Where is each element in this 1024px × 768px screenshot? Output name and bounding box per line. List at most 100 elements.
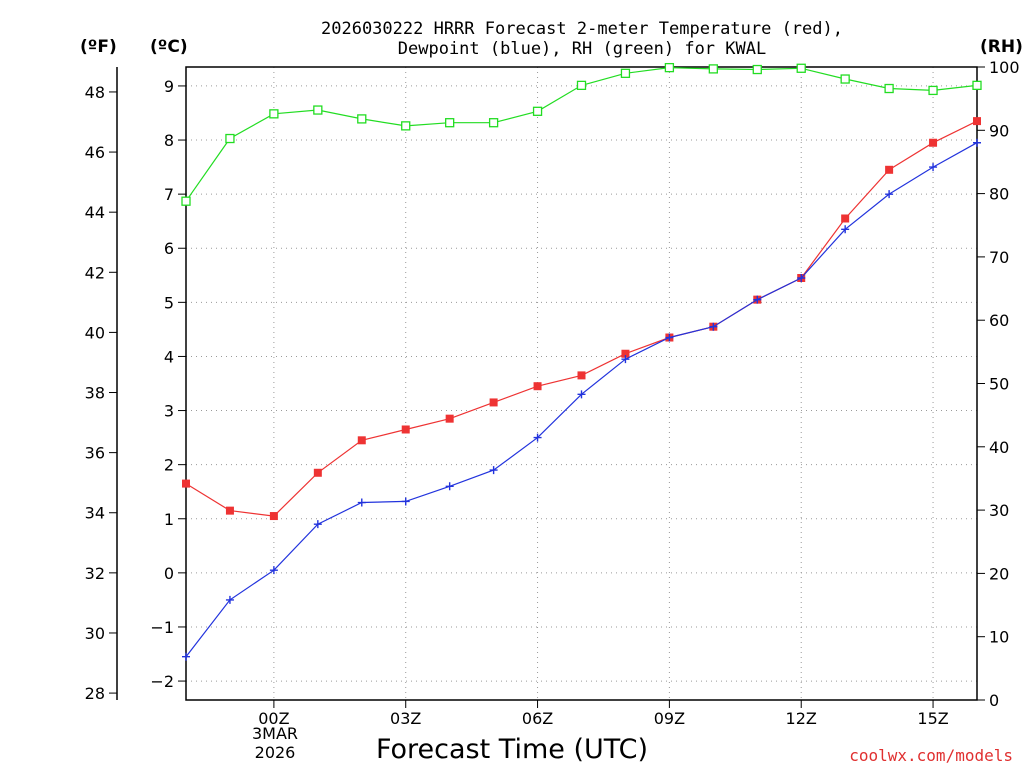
x-axis-title: Forecast Time (UTC) xyxy=(376,734,648,765)
rh-tick-label: 100 xyxy=(989,58,1020,77)
dewpoint-point xyxy=(709,322,718,331)
dewpoint-point xyxy=(401,497,410,506)
rh-point xyxy=(884,83,894,94)
x-tick-label: 03Z xyxy=(390,709,421,728)
grid-lines xyxy=(186,67,977,700)
temperature-point xyxy=(445,414,454,423)
rh-tick-label: 40 xyxy=(989,438,1009,457)
rh-point xyxy=(840,74,850,84)
rh-point xyxy=(620,68,631,78)
fahrenheit-tick-label: 34 xyxy=(85,504,105,523)
rh-point xyxy=(181,196,191,206)
fahrenheit-tick-label: 28 xyxy=(85,684,105,703)
axes: −2−1012345678928303234363840424446480102… xyxy=(85,58,1020,728)
rh-tick-label: 90 xyxy=(989,121,1009,140)
rh-tick-label: 70 xyxy=(989,248,1009,267)
fahrenheit-tick-label: 46 xyxy=(85,143,105,162)
x-tick-label: 12Z xyxy=(786,709,817,728)
rh-point xyxy=(796,63,806,73)
temperature-point xyxy=(533,382,542,391)
fahrenheit-tick-label: 48 xyxy=(85,83,105,102)
rh-tick-label: 80 xyxy=(989,185,1009,204)
celsius-tick-label: −1 xyxy=(150,618,174,637)
dewpoint-point xyxy=(489,466,498,475)
rh-tick-label: 60 xyxy=(989,311,1009,330)
temperature-point xyxy=(182,479,190,488)
temperature-point xyxy=(577,371,586,380)
celsius-tick-label: 9 xyxy=(164,77,174,96)
temperature-point xyxy=(269,512,278,521)
temperature-point xyxy=(401,425,410,434)
x-tick-label: 06Z xyxy=(522,709,553,728)
celsius-tick-label: 8 xyxy=(164,131,174,150)
rh-point xyxy=(972,80,982,91)
rh-tick-label: 30 xyxy=(989,501,1009,520)
dewpoint-point xyxy=(665,333,674,342)
dewpoint-point xyxy=(313,520,322,529)
rh-point xyxy=(664,62,675,73)
rh-series xyxy=(181,62,982,206)
dewpoint-point xyxy=(841,225,850,234)
dewpoint-point xyxy=(753,295,762,304)
dewpoint-point xyxy=(621,355,630,364)
celsius-tick-label: 0 xyxy=(164,564,174,583)
celsius-tick-label: 1 xyxy=(164,510,174,529)
dewpoint-point xyxy=(445,482,454,491)
rh-point xyxy=(532,106,543,116)
celsius-tick-label: 5 xyxy=(164,293,174,312)
dewpoint-series xyxy=(182,138,981,661)
celsius-tick-label: 3 xyxy=(164,402,174,421)
rh-tick-label: 0 xyxy=(989,691,999,710)
rh-point xyxy=(445,118,455,128)
temperature-point xyxy=(841,214,850,223)
rh-point xyxy=(357,114,367,124)
celsius-tick-label: 4 xyxy=(164,347,174,366)
rh-point xyxy=(752,64,762,75)
temperature-point xyxy=(621,349,630,358)
credit-link[interactable]: coolwx.com/models xyxy=(849,746,1013,765)
chart-title-line2: Dewpoint (blue), RH (green) for KWAL xyxy=(398,39,766,59)
date-label-year: 2026 xyxy=(255,743,296,762)
dewpoint-point xyxy=(885,190,894,199)
rh-point xyxy=(269,109,279,119)
rh-unit-label: (RH) xyxy=(980,37,1023,57)
dewpoint-point xyxy=(269,566,278,575)
temperature-point xyxy=(489,398,498,407)
dewpoint-point xyxy=(357,498,366,507)
fahrenheit-tick-label: 44 xyxy=(85,203,105,222)
rh-point xyxy=(401,121,411,131)
data-series xyxy=(181,62,982,661)
dewpoint-point xyxy=(929,163,938,172)
temperature-point xyxy=(973,117,981,126)
x-tick-label: 15Z xyxy=(917,709,948,728)
fahrenheit-tick-label: 30 xyxy=(85,624,105,643)
date-label-month-day: 3MAR xyxy=(252,724,298,743)
dewpoint-point xyxy=(225,595,234,604)
x-tick-label: 00Z xyxy=(258,709,289,728)
rh-point xyxy=(225,133,235,144)
dewpoint-point xyxy=(533,433,542,442)
celsius-tick-label: 6 xyxy=(164,239,174,258)
rh-tick-label: 10 xyxy=(989,628,1009,647)
dewpoint-point xyxy=(577,390,586,399)
celsius-tick-label: −2 xyxy=(150,672,174,691)
rh-tick-label: 20 xyxy=(989,564,1009,583)
temperature-point xyxy=(313,468,322,477)
dewpoint-point xyxy=(973,138,981,147)
rh-point xyxy=(488,118,499,128)
fahrenheit-unit-label: (ºF) xyxy=(80,37,117,57)
dewpoint-point xyxy=(797,274,806,282)
temperature-point xyxy=(225,506,234,515)
dewpoint-point xyxy=(182,652,190,661)
fahrenheit-tick-label: 40 xyxy=(85,323,105,342)
rh-point xyxy=(576,80,587,91)
fahrenheit-tick-label: 36 xyxy=(85,444,105,463)
temperature-point xyxy=(929,138,938,147)
celsius-unit-label: (ºC) xyxy=(150,37,188,57)
rh-point xyxy=(313,105,323,115)
fahrenheit-tick-label: 38 xyxy=(85,384,105,403)
temperature-point xyxy=(357,436,366,445)
fahrenheit-tick-label: 42 xyxy=(85,263,105,282)
